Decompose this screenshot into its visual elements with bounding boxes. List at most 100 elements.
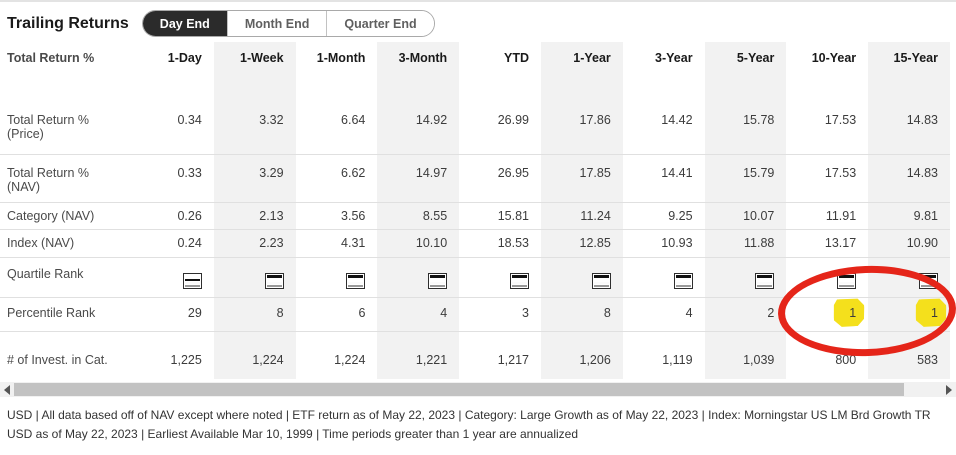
quartile-rank-cell bbox=[704, 257, 787, 298]
quartile-band bbox=[511, 278, 527, 281]
value-cell: 8.55 bbox=[377, 202, 460, 230]
horizontal-scrollbar[interactable] bbox=[0, 382, 956, 397]
quartile-band bbox=[839, 285, 855, 288]
row-label: Total Return % (Price) bbox=[0, 96, 132, 155]
quartile-band bbox=[184, 285, 200, 288]
value-cell: 26.95 bbox=[459, 154, 541, 203]
row-label: # of Invest. in Cat. bbox=[7, 352, 108, 367]
quartile-band bbox=[348, 285, 364, 288]
quartile-band bbox=[430, 278, 446, 281]
quartile-band bbox=[184, 275, 200, 278]
table-row: # of Invest. in Cat. 1,225 1,224 1,224 1,221… bbox=[0, 331, 950, 379]
tab-day-end[interactable]: Day End bbox=[142, 11, 227, 36]
table-row: Total Return % (Price) 0.34 3.32 6.64 14.92 26… bbox=[0, 96, 950, 155]
quartile-band bbox=[757, 278, 773, 281]
row-label: Category (NAV) bbox=[0, 202, 132, 230]
value-cell: 11.88 bbox=[704, 229, 787, 258]
value-cell: 3 bbox=[459, 297, 541, 332]
quartile-rank-icon bbox=[837, 273, 857, 290]
value-cell: 6.62 bbox=[295, 154, 378, 203]
quartile-rank-cell bbox=[786, 257, 869, 298]
quartile-band bbox=[921, 275, 936, 278]
row-sublabel: (Price) bbox=[7, 127, 44, 141]
value-cell: 1,221 bbox=[377, 331, 460, 379]
value-cell: 4.31 bbox=[295, 229, 378, 258]
quartile-rank-cell bbox=[459, 257, 541, 298]
value-cell: 10.90 bbox=[868, 229, 950, 258]
quartile-rank-icon bbox=[509, 273, 529, 290]
quartile-band bbox=[348, 275, 364, 278]
period-end-tab-group: Day End Month End Quarter End bbox=[141, 10, 435, 37]
corner-label: Total Return % bbox=[7, 51, 95, 65]
value-cell: 1,039 bbox=[704, 331, 787, 379]
column-header: 3-Month bbox=[377, 42, 460, 96]
value-cell: 3.32 bbox=[213, 96, 296, 155]
quartile-band bbox=[675, 281, 691, 284]
quartile-rank-cell bbox=[868, 257, 950, 298]
value-cell: 1,224 bbox=[213, 331, 296, 379]
quartile-band bbox=[757, 275, 773, 278]
table-row: Total Return % (NAV) 0.33 3.29 6.62 14.97 26.9… bbox=[0, 154, 950, 203]
value-cell: 3.56 bbox=[295, 202, 378, 230]
value-cell: 10.07 bbox=[704, 202, 787, 230]
value-cell: 29 bbox=[132, 297, 214, 332]
column-header: 1-Week bbox=[213, 42, 296, 96]
table-row: Index (NAV) 0.24 2.23 4.31 10.10 18.53 12.85 10… bbox=[0, 229, 950, 258]
quartile-rank-cell bbox=[540, 257, 623, 298]
quartile-rank-cell bbox=[132, 257, 214, 298]
quartile-rank-cell bbox=[377, 257, 460, 298]
quartile-band bbox=[593, 275, 609, 278]
quartile-rank-icon bbox=[673, 273, 693, 290]
quartile-band bbox=[266, 275, 282, 278]
data-footnote: USD | All data based off of NAV except w… bbox=[7, 408, 931, 442]
scroll-right-button[interactable] bbox=[942, 382, 956, 397]
column-header: 5-Year bbox=[704, 42, 787, 96]
quartile-band bbox=[921, 281, 936, 284]
quartile-rank-cell bbox=[295, 257, 378, 298]
yellow-highlighter-mark bbox=[832, 296, 867, 329]
quartile-rank-icon bbox=[346, 273, 366, 290]
value-cell: 2 bbox=[704, 297, 787, 332]
quartile-band bbox=[266, 285, 282, 288]
value-cell: 1,224 bbox=[334, 352, 366, 367]
value-cell: 14.97 bbox=[377, 154, 460, 203]
quartile-band bbox=[184, 278, 200, 281]
quartile-band bbox=[675, 275, 691, 278]
value-cell: 4 bbox=[377, 297, 460, 332]
quartile-band bbox=[511, 285, 527, 288]
value-cell: 14.83 bbox=[868, 96, 950, 155]
value-cell: 11.91 bbox=[786, 202, 869, 230]
tab-quarter-end[interactable]: Quarter End bbox=[326, 11, 434, 36]
value-cell: 17.85 bbox=[540, 154, 623, 203]
value-cell: 583 bbox=[868, 331, 950, 379]
row-sublabel: (NAV) bbox=[7, 179, 41, 194]
trailing-returns-table: Total Return % 1-Day 1-Week 1-Month 3-Month Y… bbox=[0, 42, 950, 379]
value-cell: 8 bbox=[213, 297, 296, 332]
quartile-rank-icon bbox=[919, 273, 938, 290]
quartile-band bbox=[266, 278, 282, 281]
value-cell: 15.78 bbox=[704, 96, 787, 155]
header-row: Total Return % 1-Day 1-Week 1-Month 3-Month Y… bbox=[0, 42, 950, 96]
column-header: 3-Year bbox=[655, 51, 693, 65]
quartile-rank-cell bbox=[213, 257, 296, 298]
quartile-band bbox=[266, 281, 282, 284]
highlighted-value: 1 bbox=[849, 306, 856, 320]
value-cell: 17.53 bbox=[786, 96, 869, 155]
value-cell: 14.41 bbox=[622, 154, 705, 203]
value-cell: 1,217 bbox=[497, 352, 529, 367]
quartile-band bbox=[675, 285, 691, 288]
value-cell: 14.92 bbox=[377, 96, 460, 155]
table-head: Total Return % 1-Day 1-Week 1-Month 3-Month Y… bbox=[0, 42, 950, 96]
quartile-band bbox=[839, 275, 855, 278]
scroll-left-button[interactable] bbox=[0, 382, 14, 397]
value-cell: 4 bbox=[622, 297, 705, 332]
value-cell: 13.17 bbox=[786, 229, 869, 258]
scrollbar-thumb[interactable] bbox=[14, 383, 904, 396]
row-label: Percentile Rank bbox=[0, 297, 132, 332]
tab-month-end[interactable]: Month End bbox=[226, 11, 327, 36]
yellow-highlighter-mark bbox=[913, 296, 948, 329]
value-cell: 9.81 bbox=[868, 202, 950, 230]
table-row: Quartile Rank bbox=[0, 257, 950, 298]
quartile-band bbox=[921, 285, 936, 288]
quartile-band bbox=[511, 281, 527, 284]
